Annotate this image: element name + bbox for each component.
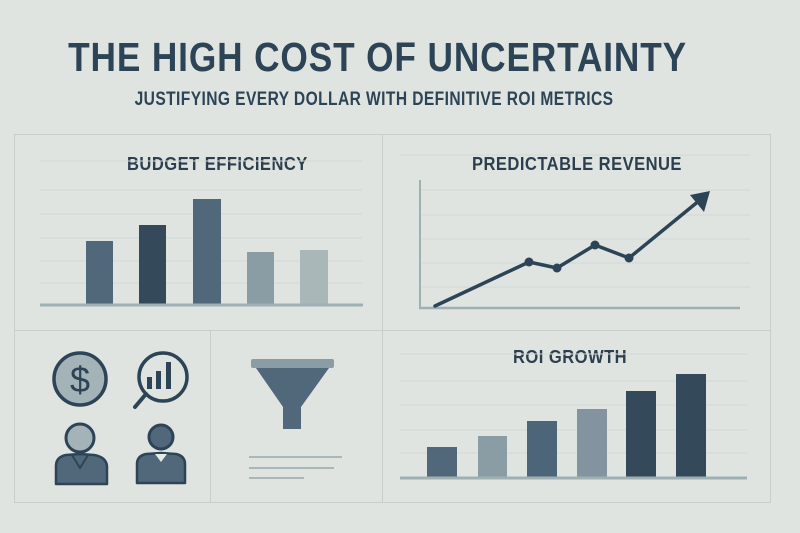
bar xyxy=(427,447,457,477)
revenue-markers xyxy=(524,240,634,273)
bar xyxy=(626,391,656,477)
magnifier-chart-icon xyxy=(133,351,189,409)
businessperson-icon xyxy=(135,423,187,485)
predictable-revenue-title: PREDICTABLE REVENUE xyxy=(472,154,682,174)
bar xyxy=(527,421,557,477)
bar xyxy=(577,409,607,477)
roi-growth-bars xyxy=(427,374,706,477)
bar xyxy=(300,250,328,304)
divider-vertical-bottom xyxy=(210,330,211,503)
bar xyxy=(247,252,274,304)
page-title: THE HIGH COST OF UNCERTAINTY xyxy=(68,34,688,80)
budget-efficiency-bars xyxy=(86,199,328,304)
dashboard-frame xyxy=(14,134,771,503)
svg-text:$: $ xyxy=(70,359,90,400)
arrow-head-icon xyxy=(690,191,710,212)
bar xyxy=(478,436,507,477)
funnel-text-lines xyxy=(249,456,342,479)
dollar-coin-icon: $ xyxy=(52,351,108,407)
divider-horizontal xyxy=(14,330,771,331)
bar xyxy=(86,241,113,304)
revenue-line xyxy=(433,198,702,308)
page-subtitle: JUSTIFYING EVERY DOLLAR WITH DEFINITIVE … xyxy=(134,89,614,110)
person-icon xyxy=(54,422,109,486)
budget-efficiency-title: BUDGET EFFICIENCY xyxy=(127,154,308,174)
divider-vertical-main xyxy=(382,134,383,503)
funnel-icon xyxy=(251,359,334,429)
bar xyxy=(193,199,221,304)
bar xyxy=(676,374,706,477)
revenue-grid xyxy=(400,154,750,288)
roi-growth-title: ROI GROWTH xyxy=(513,347,628,367)
bar xyxy=(139,225,166,304)
